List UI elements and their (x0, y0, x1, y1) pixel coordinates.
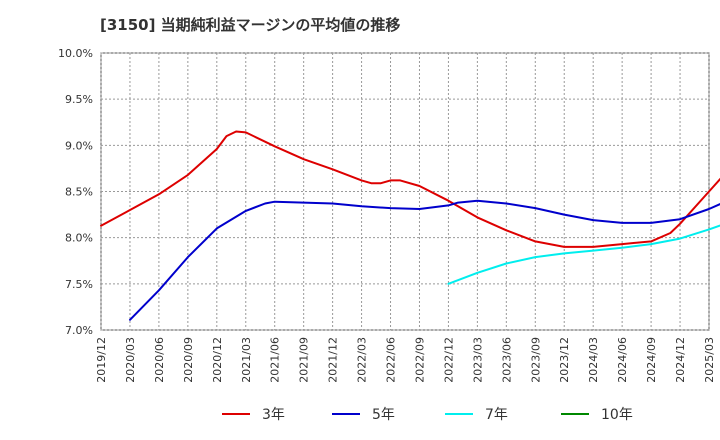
y-tick-label: 9.0% (65, 139, 93, 152)
x-tick-label: 2022/09 (413, 337, 426, 383)
x-tick-label: 2020/03 (124, 337, 137, 383)
x-tick-label: 2022/03 (356, 337, 369, 383)
series-line (100, 130, 720, 248)
y-tick-label: 10.0% (58, 47, 93, 60)
x-axis: 2019/12 2020/03 2020/06 2020/09 2020/12 2021/… (95, 337, 716, 383)
series-line (129, 199, 720, 321)
x-tick-label: 2023/03 (471, 337, 484, 383)
series-layer (100, 130, 720, 321)
y-tick-label: 7.0% (65, 324, 93, 337)
x-tick-label: 2019/12 (95, 337, 108, 383)
x-tick-label: 2022/06 (385, 337, 398, 383)
x-tick-label: 2023/06 (500, 337, 513, 383)
x-tick-label: 2021/06 (269, 337, 282, 383)
legend-label: 7年 (485, 407, 508, 423)
x-tick-label: 2021/09 (298, 337, 311, 383)
y-tick-label: 8.0% (65, 232, 93, 245)
legend-label: 3年 (262, 407, 285, 423)
x-tick-label: 2024/06 (616, 337, 629, 383)
x-tick-label: 2024/09 (645, 337, 658, 383)
legend-label: 10年 (601, 407, 633, 423)
x-tick-label: 2023/12 (558, 337, 571, 383)
series-line (447, 224, 720, 285)
x-tick-label: 2022/12 (442, 337, 455, 383)
x-tick-label: 2024/03 (587, 337, 600, 383)
x-tick-label: 2021/12 (327, 337, 340, 383)
grid-lines (100, 52, 710, 331)
x-tick-label: 2020/12 (211, 337, 224, 383)
chart-title: [3150] 当期純利益マージンの平均値の推移 (100, 16, 401, 34)
y-tick-label: 7.5% (65, 278, 93, 291)
y-tick-label: 8.5% (65, 186, 93, 199)
x-tick-label: 2021/03 (240, 337, 253, 383)
x-tick-label: 2025/03 (703, 337, 716, 383)
legend: 3年 5年 7年 10年 (222, 407, 633, 423)
x-tick-label: 2023/09 (529, 337, 542, 383)
x-tick-label: 2020/06 (153, 337, 166, 383)
x-tick-label: 2020/09 (182, 337, 195, 383)
y-tick-label: 9.5% (65, 93, 93, 106)
x-tick-label: 2024/12 (674, 337, 687, 383)
y-axis: 10.0% 9.5% 9.0% 8.5% 8.0% 7.5% 7.0% (58, 47, 93, 337)
legend-label: 5年 (372, 407, 395, 423)
